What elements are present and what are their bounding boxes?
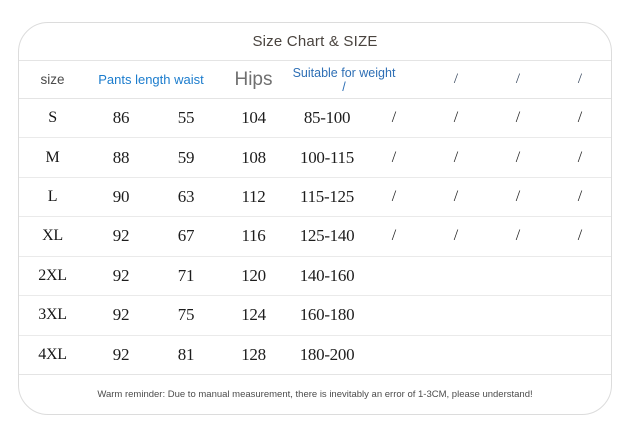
cell-size: S (48, 109, 57, 127)
cell-waist: 63 (177, 187, 195, 207)
cell-slash: / (515, 227, 521, 245)
cell-pants-length: 92 (112, 305, 130, 325)
cell-hips: 104 (241, 108, 266, 128)
cell-slash: / (453, 227, 459, 245)
cell-slash: / (577, 109, 583, 127)
header-hips: Hips (234, 68, 273, 90)
cell-slash: / (453, 188, 459, 206)
cell-slash: / (515, 109, 521, 127)
cell-weight: 115-125 (300, 187, 354, 207)
cell-slash: / (453, 109, 459, 127)
table-row: XL 92 67 116 125-140 / / / / (19, 217, 611, 257)
cell-pants-length: 92 (112, 226, 130, 246)
table-row: L 90 63 112 115-125 / / / / (19, 178, 611, 218)
cell-hips: 128 (241, 344, 266, 364)
size-chart-card: Size Chart & SIZE size Pants length wais… (18, 22, 612, 415)
header-slash: / (453, 71, 459, 87)
header-slash: / (515, 71, 521, 87)
cell-size: 4XL (38, 345, 67, 363)
cell-waist: 55 (177, 108, 195, 128)
cell-waist: 59 (177, 147, 195, 167)
cell-weight: 100-115 (300, 147, 354, 167)
cell-hips: 108 (241, 147, 266, 167)
cell-slash: / (577, 227, 583, 245)
cell-hips: 124 (241, 305, 266, 325)
cell-size: L (47, 188, 58, 206)
header-suitable-for-weight: Suitable for weight / (292, 65, 396, 94)
cell-size: 2XL (38, 266, 67, 284)
cell-size: XL (42, 227, 63, 245)
cell-weight: 160-180 (299, 305, 355, 325)
cell-weight: 125-140 (299, 226, 355, 246)
cell-hips: 112 (241, 187, 266, 207)
cell-slash: / (391, 148, 397, 166)
table-row: M 88 59 108 100-115 / / / / (19, 138, 611, 178)
cell-waist: 75 (177, 305, 195, 325)
cell-waist: 71 (177, 265, 195, 285)
cell-weight: 85-100 (303, 108, 351, 128)
cell-size: 3XL (38, 306, 67, 324)
cell-slash: / (391, 109, 397, 127)
cell-slash: / (453, 148, 459, 166)
cell-size: M (45, 148, 60, 166)
cell-slash: / (577, 188, 583, 206)
cell-hips: 116 (241, 226, 266, 246)
page-title: Size Chart & SIZE (19, 23, 611, 61)
cell-slash: / (515, 188, 521, 206)
cell-slash: / (391, 188, 397, 206)
header-slash: / (577, 71, 583, 87)
cell-slash: / (391, 227, 397, 245)
cell-slash: / (515, 148, 521, 166)
table-row: 4XL 92 81 128 180-200 (19, 336, 611, 374)
table-body: S 86 55 104 85-100 / / / / M 88 59 108 100-115 / / / / L 90… (19, 99, 611, 374)
cell-pants-length: 86 (112, 108, 130, 128)
cell-hips: 120 (241, 265, 266, 285)
cell-weight: 180-200 (299, 344, 355, 364)
table-row: S 86 55 104 85-100 / / / / (19, 99, 611, 139)
cell-weight: 140-160 (299, 265, 355, 285)
table-header-row: size Pants length waist Hips Suitable fo… (19, 61, 611, 99)
cell-slash: / (577, 148, 583, 166)
header-pants-length-waist: Pants length waist (98, 72, 204, 87)
cell-pants-length: 88 (112, 147, 130, 167)
footer-note: Warm reminder: Due to manual measurement… (19, 374, 611, 414)
cell-pants-length: 90 (112, 187, 130, 207)
cell-waist: 81 (177, 344, 195, 364)
cell-waist: 67 (177, 226, 195, 246)
table-row: 3XL 92 75 124 160-180 (19, 296, 611, 336)
table-row: 2XL 92 71 120 140-160 (19, 257, 611, 297)
header-size: size (40, 72, 65, 87)
cell-pants-length: 92 (112, 265, 130, 285)
cell-pants-length: 92 (112, 344, 130, 364)
